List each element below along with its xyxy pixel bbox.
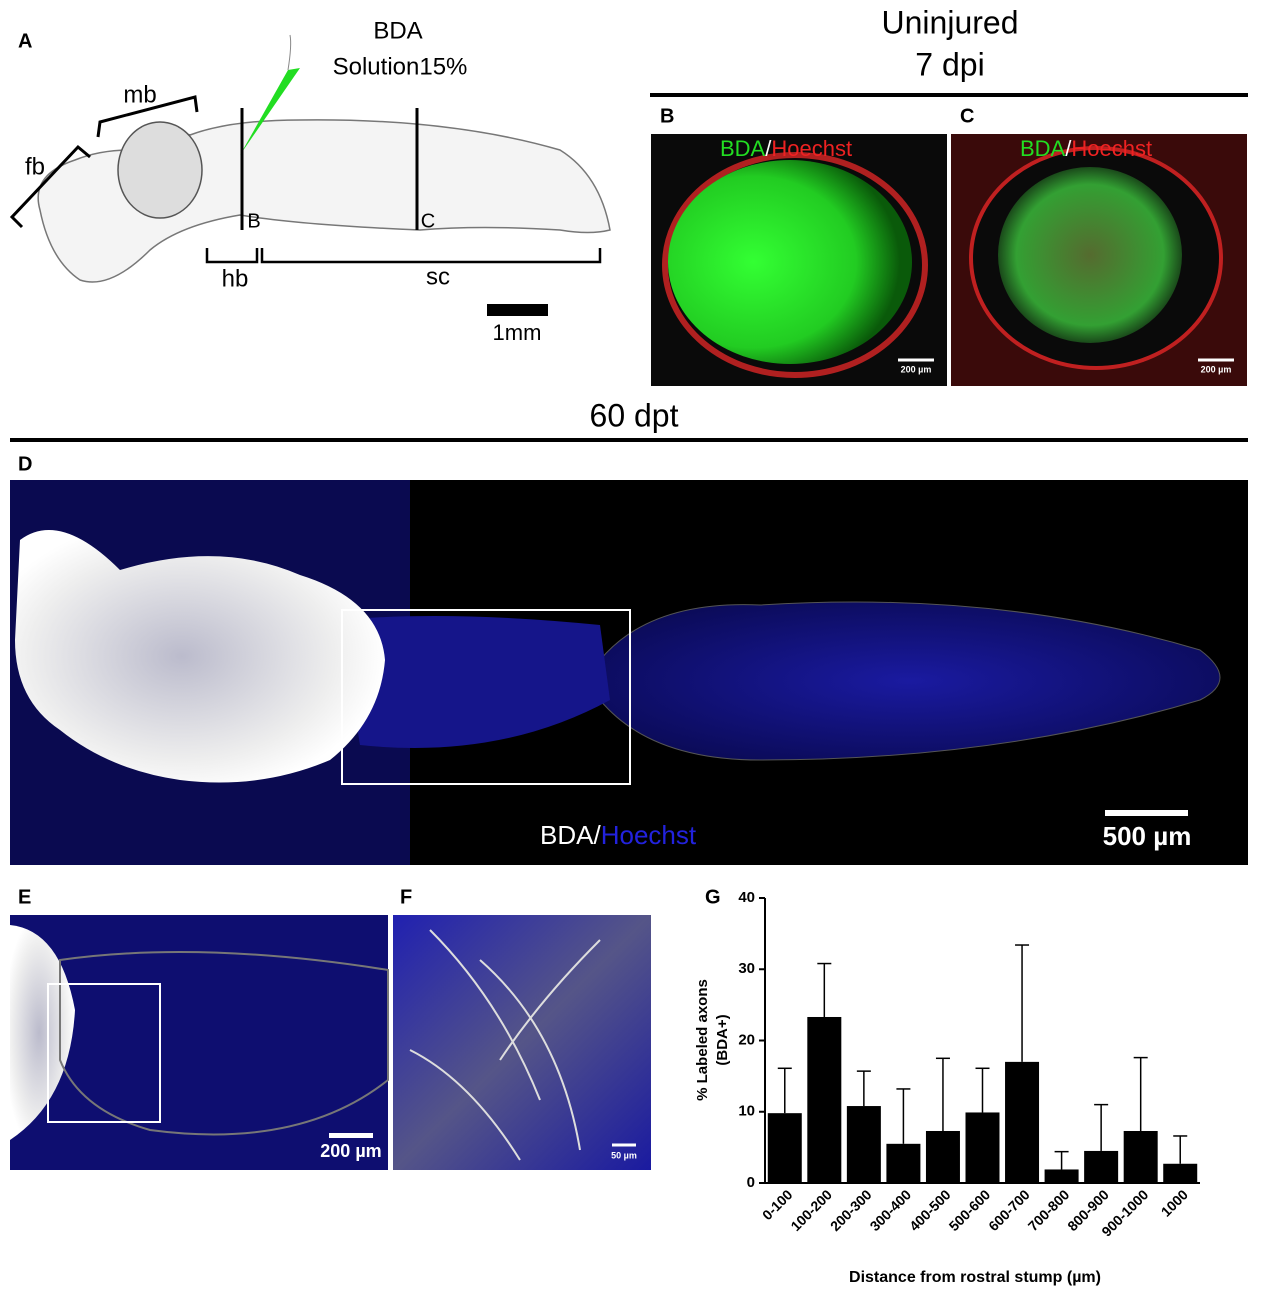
tissue-edge: [59, 951, 389, 1136]
section-label: C: [421, 210, 435, 232]
stain: /: [765, 136, 772, 161]
x-tick-label: 700-800: [1025, 1186, 1073, 1234]
stain-label: BDA/Hoechst: [1020, 136, 1152, 161]
stain: BDA: [720, 136, 766, 161]
region-label: fb: [25, 153, 45, 180]
panel-label: E: [18, 886, 31, 908]
region-label: hb: [222, 265, 249, 292]
x-tick-label: 500-600: [946, 1186, 994, 1234]
scale-bar: [1105, 810, 1188, 816]
panel-a: A BDA Solution15% mb fb B C hb sc 1mm: [9, 17, 611, 345]
bar: [1044, 1169, 1079, 1183]
pipette-tip: [287, 34, 292, 71]
panel-b: B BDA/Hoechst 200 µm: [651, 105, 947, 386]
scale-bar: [329, 1133, 373, 1138]
bar: [886, 1143, 921, 1183]
panel-e: E 200 µm: [10, 886, 389, 1170]
y-tick-label: 0: [747, 1174, 755, 1191]
y-tick-label: 10: [738, 1103, 755, 1120]
panel-label: C: [960, 105, 974, 127]
micrograph: [393, 915, 651, 1170]
x-tick-label: 100-200: [787, 1186, 835, 1234]
panel-f: F 50 µm: [393, 886, 651, 1170]
stain: BDA: [1020, 136, 1066, 161]
bracket: [96, 95, 199, 138]
scale-label: 200 µm: [320, 1141, 381, 1161]
panel-c: C BDA/Hoechst 200 µm: [951, 105, 1247, 386]
x-tick-label: 600-700: [985, 1186, 1033, 1234]
spinal-cord: [599, 601, 1221, 761]
scale-label: 200 µm: [1201, 364, 1232, 374]
scale-label: 1mm: [493, 320, 542, 345]
bar: [1084, 1150, 1119, 1183]
stain: /: [1065, 136, 1072, 161]
scale-label: 50 µm: [611, 1150, 637, 1160]
header: 7 dpi: [915, 46, 984, 82]
bar: [846, 1106, 881, 1183]
injection-text: Solution15%: [333, 53, 468, 80]
x-tick-label: 400-500: [906, 1186, 954, 1234]
bar: [1123, 1130, 1158, 1183]
y-tick-label: 40: [738, 889, 755, 906]
lesion-area: [340, 616, 610, 748]
x-tick-label: 0-100: [759, 1186, 796, 1223]
tissue: [998, 167, 1182, 343]
labeled-stump: [15, 530, 385, 783]
panel-label: B: [660, 105, 674, 127]
header: Uninjured: [882, 4, 1019, 40]
stain-label: BDA/Hoechst: [720, 136, 852, 161]
bar: [767, 1113, 802, 1183]
stain: BDA: [540, 820, 594, 850]
region-label: mb: [123, 81, 156, 108]
y-axis-title: (BDA+): [714, 1014, 731, 1065]
stain: Hoechst: [601, 820, 697, 850]
y-tick-label: 30: [738, 960, 755, 977]
stain: /: [593, 820, 601, 850]
labeled-stump: [10, 925, 75, 1140]
y-axis-title: % Labeled axons: [694, 979, 711, 1101]
scale-label: 200 µm: [901, 364, 932, 374]
bar: [1005, 1061, 1040, 1183]
panel-d: D BDA/Hoechst 500 µm: [10, 453, 1248, 865]
header: 60 dpt: [590, 397, 679, 433]
bracket: [9, 144, 91, 229]
bracket: [205, 248, 602, 264]
bar: [965, 1112, 1000, 1183]
x-tick-label: 300-400: [866, 1186, 914, 1234]
y-tick-label: 20: [738, 1031, 755, 1048]
panel-label: F: [400, 886, 412, 908]
bar: [1163, 1163, 1198, 1183]
panel-label: A: [18, 30, 32, 52]
panel-label: D: [18, 453, 32, 475]
tissue-edge: [662, 152, 928, 378]
bar: [807, 1016, 842, 1183]
stain-label: BDA/Hoechst: [540, 820, 697, 850]
panel-g: G % Labeled axons (BDA+) Distance from r…: [694, 886, 1200, 1286]
x-tick-label: 200-300: [827, 1186, 875, 1234]
pipette: [240, 68, 300, 155]
tissue: [668, 160, 912, 364]
region-label: sc: [426, 263, 450, 290]
scale-label: 500 µm: [1103, 821, 1192, 851]
panel-label: G: [705, 886, 721, 908]
axons: [409, 929, 601, 1161]
midbrain: [117, 121, 203, 219]
section-label: B: [247, 210, 260, 232]
injection-text: BDA: [373, 17, 422, 44]
inset-box: [47, 983, 161, 1123]
scale-bar: [487, 304, 548, 316]
stain: Hoechst: [771, 136, 852, 161]
x-axis-title: Distance from rostral stump (µm): [849, 1269, 1101, 1286]
bar: [925, 1130, 960, 1183]
x-tick-label: 1000: [1158, 1186, 1191, 1219]
inset-box: [341, 609, 631, 785]
stain: Hoechst: [1071, 136, 1152, 161]
